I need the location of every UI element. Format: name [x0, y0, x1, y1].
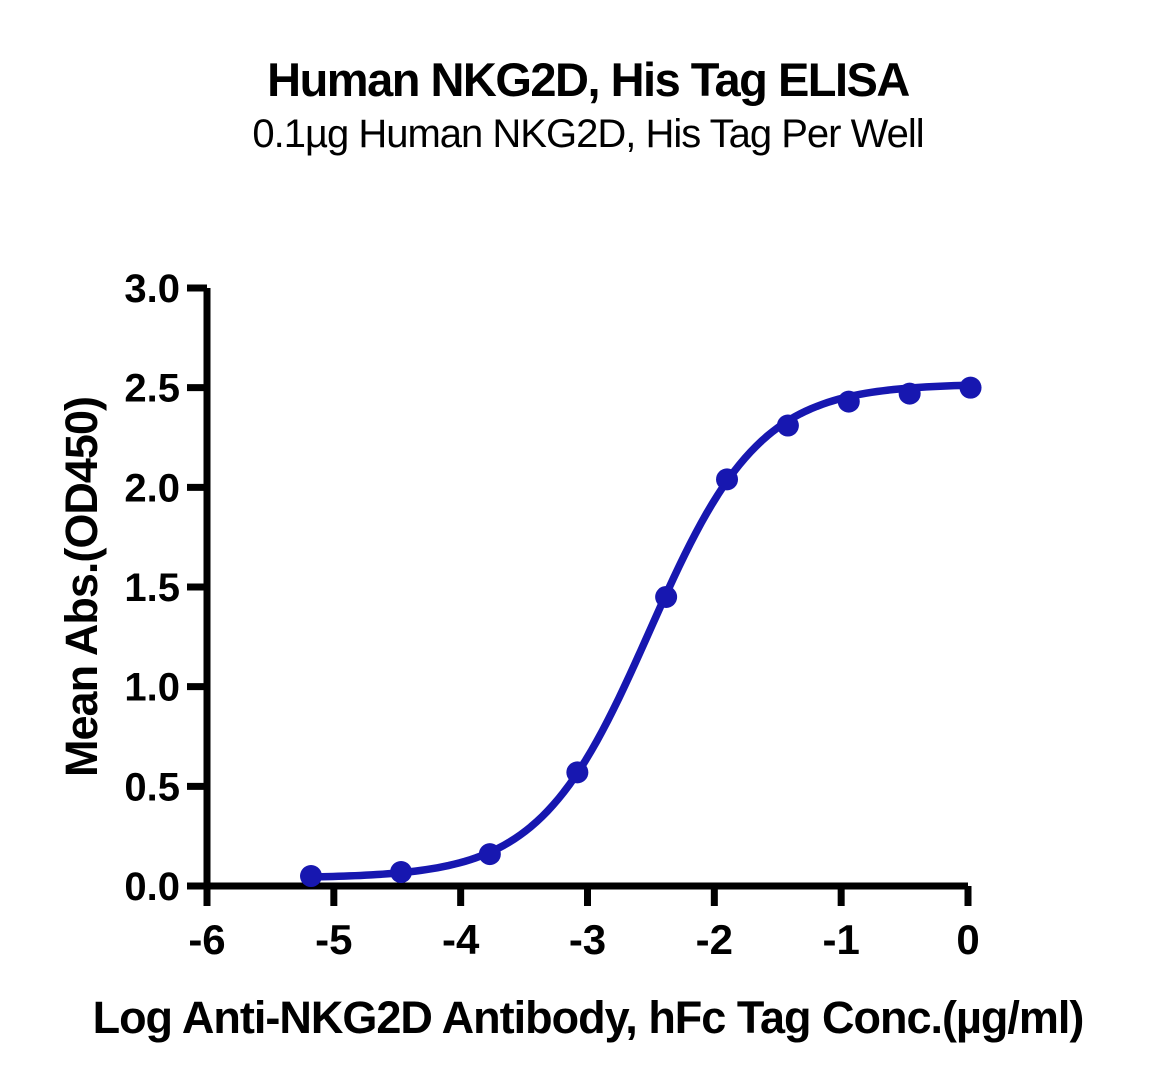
- x-tick-label: 0: [956, 916, 979, 963]
- data-point: [776, 414, 799, 437]
- data-point: [959, 376, 982, 399]
- data-point: [566, 761, 589, 784]
- x-axis-title: Log Anti-NKG2D Antibody, hFc Tag Conc.(µ…: [92, 992, 1085, 1043]
- chart-subtitle: 0.1µg Human NKG2D, His Tag Per Well: [252, 112, 924, 156]
- data-point: [898, 382, 921, 405]
- y-tick-label: 0.0: [124, 865, 180, 909]
- data-point: [478, 843, 501, 866]
- data-point: [300, 865, 323, 888]
- fit-curve: [307, 381, 975, 881]
- y-tick-label: 3.0: [124, 267, 180, 311]
- x-tick-label: -1: [822, 916, 859, 963]
- y-tick-label: 0.5: [124, 765, 180, 809]
- y-tick-label: 2.5: [124, 367, 180, 411]
- x-tick-label: -2: [696, 916, 733, 963]
- y-tick-label: 1.0: [124, 666, 180, 710]
- x-tick-label: -3: [569, 916, 606, 963]
- x-tick-label: -5: [315, 916, 352, 963]
- x-tick-label: -6: [188, 916, 225, 963]
- data-point: [655, 585, 678, 608]
- axis-frame: [203, 288, 968, 890]
- data-point: [837, 390, 860, 413]
- chart-title: Human NKG2D, His Tag ELISA: [267, 53, 910, 106]
- x-tick-label: -4: [442, 916, 480, 963]
- y-tick-label: 1.5: [124, 566, 180, 610]
- y-tick-label: 2.0: [124, 466, 180, 510]
- data-point: [716, 468, 739, 491]
- data-point: [390, 861, 413, 884]
